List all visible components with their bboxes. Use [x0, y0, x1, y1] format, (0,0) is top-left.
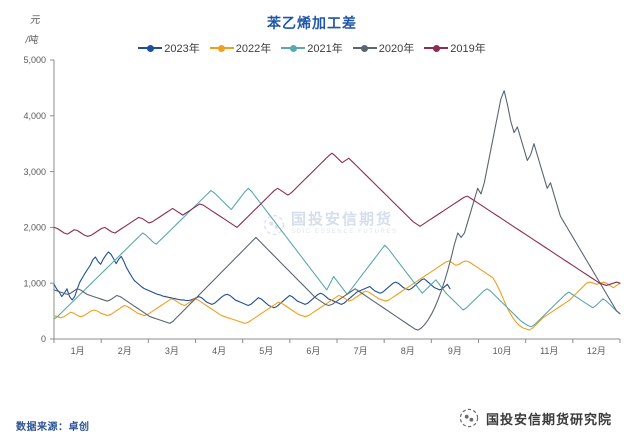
x-tick-label: 8月	[401, 346, 415, 356]
legend-marker-icon	[281, 43, 306, 53]
legend-item-2022年[interactable]: 2022年	[209, 40, 272, 56]
y-tick-label: 3,000	[23, 167, 46, 177]
y-tick-label: 2,000	[23, 223, 46, 233]
series-line-2021年	[53, 187, 621, 328]
legend-marker-icon	[424, 43, 449, 53]
x-tick-label: 9月	[448, 346, 462, 356]
series-group	[53, 90, 621, 331]
series-line-2023年	[53, 251, 451, 309]
legend-marker-icon	[209, 43, 234, 53]
legend-label: 2022年	[235, 43, 272, 55]
legend-item-2023年[interactable]: 2023年	[138, 40, 200, 56]
source-note: 数据来源：卓创	[16, 422, 90, 433]
chart-title: 苯乙烯加工差	[267, 15, 357, 31]
footer-brand: 国投安信期货研究院	[459, 408, 612, 428]
x-tick-label: 3月	[165, 346, 179, 356]
axis-group: 0 1,000 2,000 3,000 4,000 5,000 1月 2月 3月 4月 5月 6月 7月…	[23, 55, 621, 356]
legend-label: 2021年	[307, 43, 343, 55]
chart-legend: 2023年 2022年 2021年 2020年 2019年	[0, 40, 624, 56]
y-tick-label: 0	[41, 334, 46, 344]
series-line-2022年	[53, 260, 621, 331]
x-tick-label: 11月	[540, 346, 558, 356]
series-line-2019年	[53, 152, 621, 286]
x-tick-label: 1月	[71, 346, 85, 356]
x-tick-label: 2月	[118, 346, 132, 356]
x-tick-label: 12月	[587, 346, 606, 356]
legend-marker-icon	[138, 43, 163, 53]
legend-item-2019年[interactable]: 2019年	[424, 40, 486, 56]
legend-label: 2020年	[378, 43, 415, 55]
legend-label: 2019年	[450, 43, 486, 55]
legend-item-2021年[interactable]: 2021年	[281, 40, 343, 56]
y-tick-label: 5,000	[23, 55, 46, 65]
brand-logo-icon	[459, 408, 479, 428]
x-tick-label: 5月	[259, 346, 273, 356]
x-tick-label: 10月	[493, 346, 512, 356]
x-tick-label: 7月	[354, 346, 368, 356]
brand-name: 国投安信期货研究院	[485, 411, 612, 427]
x-tick-label: 6月	[306, 346, 320, 356]
legend-item-2020年[interactable]: 2020年	[352, 40, 415, 56]
y-tick-label: 1,000	[23, 278, 46, 288]
x-tick-label: 4月	[212, 346, 226, 356]
y-tick-label: 4,000	[23, 111, 46, 121]
legend-marker-icon	[352, 43, 377, 53]
legend-label: 2023年	[164, 43, 200, 55]
series-line-2020年	[53, 90, 621, 331]
